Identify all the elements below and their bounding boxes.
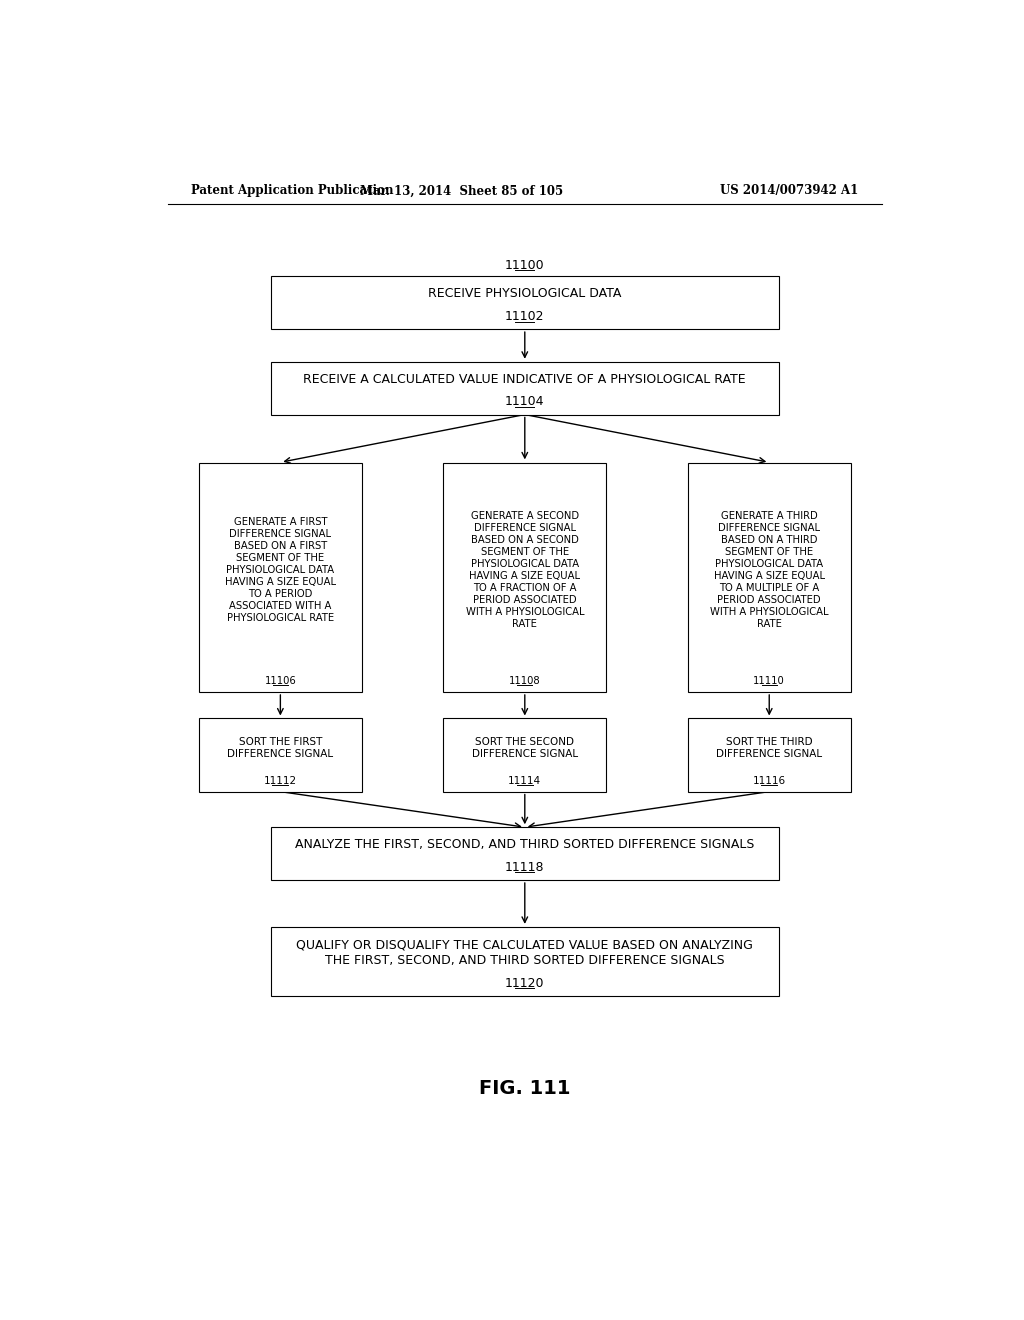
FancyBboxPatch shape <box>270 828 779 880</box>
Text: SORT THE SECOND
DIFFERENCE SIGNAL: SORT THE SECOND DIFFERENCE SIGNAL <box>472 737 578 759</box>
FancyBboxPatch shape <box>688 718 851 792</box>
Text: 11100: 11100 <box>505 259 545 272</box>
Text: QUALIFY OR DISQUALIFY THE CALCULATED VALUE BASED ON ANALYZING
THE FIRST, SECOND,: QUALIFY OR DISQUALIFY THE CALCULATED VAL… <box>296 939 754 966</box>
Text: GENERATE A FIRST
DIFFERENCE SIGNAL
BASED ON A FIRST
SEGMENT OF THE
PHYSIOLOGICAL: GENERATE A FIRST DIFFERENCE SIGNAL BASED… <box>225 517 336 623</box>
FancyBboxPatch shape <box>270 276 779 329</box>
FancyBboxPatch shape <box>199 463 361 692</box>
Text: 11118: 11118 <box>505 861 545 874</box>
FancyBboxPatch shape <box>443 463 606 692</box>
FancyBboxPatch shape <box>688 463 851 692</box>
Text: FIG. 111: FIG. 111 <box>479 1078 570 1098</box>
Text: 11112: 11112 <box>264 776 297 787</box>
Text: GENERATE A THIRD
DIFFERENCE SIGNAL
BASED ON A THIRD
SEGMENT OF THE
PHYSIOLOGICAL: GENERATE A THIRD DIFFERENCE SIGNAL BASED… <box>710 511 828 630</box>
Text: 11102: 11102 <box>505 310 545 323</box>
Text: 11114: 11114 <box>508 776 542 787</box>
Text: 11106: 11106 <box>264 676 296 686</box>
FancyBboxPatch shape <box>270 927 779 995</box>
Text: RECEIVE PHYSIOLOGICAL DATA: RECEIVE PHYSIOLOGICAL DATA <box>428 288 622 301</box>
FancyBboxPatch shape <box>443 718 606 792</box>
Text: 11116: 11116 <box>753 776 785 787</box>
Text: 11104: 11104 <box>505 396 545 408</box>
Text: GENERATE A SECOND
DIFFERENCE SIGNAL
BASED ON A SECOND
SEGMENT OF THE
PHYSIOLOGIC: GENERATE A SECOND DIFFERENCE SIGNAL BASE… <box>466 511 584 630</box>
FancyBboxPatch shape <box>199 718 361 792</box>
Text: SORT THE FIRST
DIFFERENCE SIGNAL: SORT THE FIRST DIFFERENCE SIGNAL <box>227 737 334 759</box>
Text: Patent Application Publication: Patent Application Publication <box>191 185 394 198</box>
Text: 11110: 11110 <box>754 676 785 686</box>
Text: RECEIVE A CALCULATED VALUE INDICATIVE OF A PHYSIOLOGICAL RATE: RECEIVE A CALCULATED VALUE INDICATIVE OF… <box>303 372 746 385</box>
Text: SORT THE THIRD
DIFFERENCE SIGNAL: SORT THE THIRD DIFFERENCE SIGNAL <box>716 737 822 759</box>
FancyBboxPatch shape <box>270 362 779 414</box>
Text: Mar. 13, 2014  Sheet 85 of 105: Mar. 13, 2014 Sheet 85 of 105 <box>359 185 563 198</box>
Text: US 2014/0073942 A1: US 2014/0073942 A1 <box>720 185 858 198</box>
Text: ANALYZE THE FIRST, SECOND, AND THIRD SORTED DIFFERENCE SIGNALS: ANALYZE THE FIRST, SECOND, AND THIRD SOR… <box>295 838 755 851</box>
Text: 11120: 11120 <box>505 977 545 990</box>
Text: 11108: 11108 <box>509 676 541 686</box>
